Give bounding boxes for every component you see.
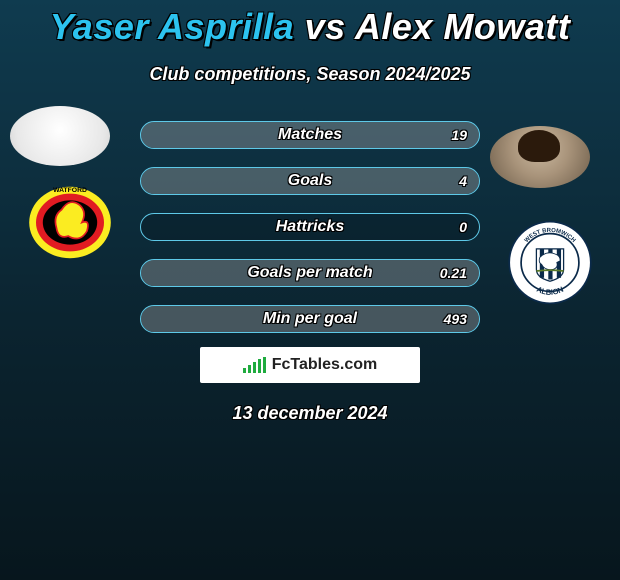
site-label: FcTables.com: [272, 356, 378, 374]
stat-value-right: 0.21: [440, 265, 467, 281]
stat-value-right: 4: [459, 173, 467, 189]
stat-value-right: 19: [451, 127, 467, 143]
stat-value-right: 0: [459, 219, 467, 235]
stat-label: Hattricks: [276, 218, 344, 236]
stat-value-right: 493: [444, 311, 467, 327]
stat-row: Goals 4: [140, 167, 480, 195]
stat-row: Hattricks 0: [140, 213, 480, 241]
site-badge: FcTables.com: [200, 347, 420, 383]
stat-label: Matches: [278, 126, 342, 144]
stat-label: Min per goal: [263, 310, 357, 328]
stat-label: Goals per match: [247, 264, 372, 282]
page-title: Yaser Asprilla vs Alex Mowatt: [0, 6, 620, 48]
player2-photo: [490, 126, 590, 188]
vs-label: vs: [305, 6, 346, 47]
stat-row: Goals per match 0.21: [140, 259, 480, 287]
stat-row: Min per goal 493: [140, 305, 480, 333]
club1-crest: WATFORD: [20, 180, 120, 265]
site-bars-icon: [243, 357, 266, 373]
player1-name: Yaser Asprilla: [50, 6, 294, 47]
player2-name: Alex Mowatt: [355, 6, 571, 47]
date-label: 13 december 2024: [0, 403, 620, 424]
subtitle: Club competitions, Season 2024/2025: [0, 64, 620, 85]
club1-name-text: WATFORD: [53, 187, 87, 194]
stat-label: Goals: [288, 172, 332, 190]
player1-photo: [10, 106, 110, 166]
comparison-card: Yaser Asprilla vs Alex Mowatt Club compe…: [0, 0, 620, 580]
stat-row: Matches 19: [140, 121, 480, 149]
club2-crest: WEST BROMWICH ALBION: [500, 220, 600, 305]
